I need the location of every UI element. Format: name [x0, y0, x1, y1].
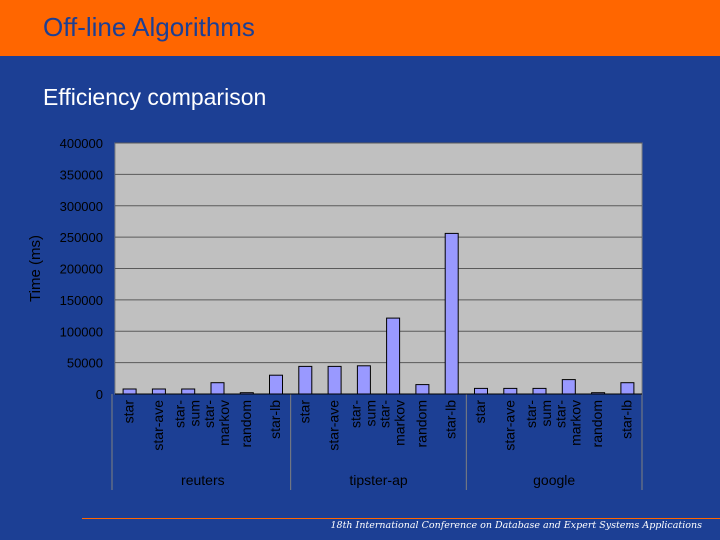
y-tick-label: 250000 — [60, 230, 103, 245]
x-tick-label: star-lb — [618, 400, 634, 439]
x-tick-label: sum — [538, 400, 554, 426]
x-tick-label: star-ave — [150, 400, 166, 451]
x-tick-label: random — [589, 400, 605, 447]
y-axis-label: Time (ms) — [27, 235, 44, 302]
y-tick-label: 400000 — [60, 136, 103, 151]
footer-divider — [82, 518, 720, 519]
x-tick-label: star-lb — [443, 400, 459, 439]
x-tick-label: sum — [187, 400, 203, 426]
x-tick-label: random — [238, 400, 254, 447]
bar — [503, 387, 518, 395]
y-tick-label: 200000 — [60, 262, 103, 277]
x-tick-label: markov — [567, 400, 583, 446]
x-tick-label: star- — [201, 400, 217, 428]
bar — [356, 365, 371, 395]
bar — [415, 384, 430, 395]
group-label: reuters — [181, 472, 225, 488]
x-tick-label: star — [472, 400, 488, 424]
bar — [269, 374, 283, 395]
y-tick-label: 150000 — [60, 293, 103, 308]
x-tick-label: star-lb — [267, 400, 283, 439]
group-label: tipster-ap — [349, 472, 408, 488]
slide-title: Off-line Algorithms — [43, 12, 255, 42]
group-label: google — [533, 472, 575, 488]
y-tick-label: 350000 — [60, 167, 103, 182]
x-tick-label: star- — [523, 400, 539, 428]
x-tick-label: markov — [216, 400, 232, 446]
x-tick-label: star- — [172, 400, 188, 428]
bar — [444, 232, 459, 395]
bar — [151, 388, 166, 395]
x-tick-label: star-ave — [326, 400, 342, 451]
y-tick-label: 0 — [96, 387, 103, 402]
x-tick-label: star- — [377, 400, 393, 428]
bar — [210, 382, 225, 395]
y-tick-label: 300000 — [60, 199, 103, 214]
bar — [532, 387, 547, 395]
bar — [298, 365, 313, 395]
bar — [386, 317, 401, 395]
x-tick-label: star — [296, 400, 312, 424]
footer-text: 18th International Conference on Databas… — [330, 520, 702, 531]
bar — [122, 388, 137, 395]
x-tick-label: star- — [552, 400, 568, 428]
x-tick-label: star-ave — [501, 400, 517, 451]
x-tick-label: star — [121, 400, 137, 424]
bar — [474, 387, 488, 395]
bar — [181, 388, 196, 395]
y-tick-label: 50000 — [67, 356, 103, 371]
x-tick-label: random — [413, 400, 429, 447]
x-tick-label: star- — [347, 400, 363, 428]
title-bar — [0, 0, 720, 56]
x-tick-label: markov — [392, 400, 408, 446]
slide-subtitle: Efficiency comparison — [43, 84, 267, 110]
bar — [327, 365, 342, 395]
x-tick-label: sum — [362, 400, 378, 426]
y-tick-label: 100000 — [60, 324, 103, 339]
bar — [620, 382, 635, 395]
bar — [561, 379, 576, 395]
